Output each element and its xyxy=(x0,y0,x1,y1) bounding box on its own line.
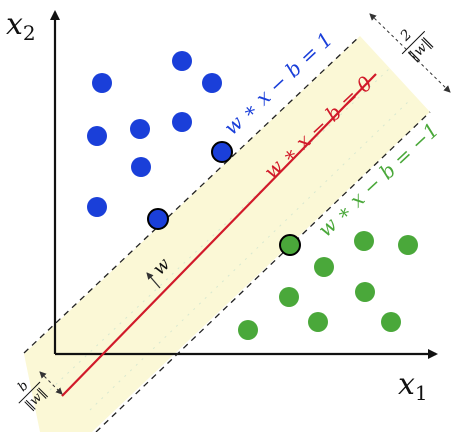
green-point xyxy=(308,312,328,332)
blue-support-vector xyxy=(147,208,169,230)
blue-point xyxy=(87,126,107,146)
decision-boundary-line xyxy=(61,73,377,397)
blue-point xyxy=(87,197,107,217)
svg-text:2: 2 xyxy=(397,27,415,45)
blue-point xyxy=(202,73,222,93)
blue-point xyxy=(130,119,150,139)
x-axis-label: x1 xyxy=(398,367,428,405)
offset-arrow xyxy=(39,371,63,395)
green-class-points xyxy=(238,231,418,340)
green-point xyxy=(314,257,334,277)
lower-margin-line xyxy=(95,111,431,432)
blue-point xyxy=(131,157,151,177)
green-point xyxy=(355,282,375,302)
green-point xyxy=(354,231,374,251)
blue-class-points xyxy=(87,51,233,230)
margin-band xyxy=(24,36,430,432)
margin-width-arrow xyxy=(369,13,451,93)
blue-point xyxy=(172,51,192,71)
normal-vector-arrow xyxy=(146,272,161,289)
green-point xyxy=(238,320,258,340)
green-point xyxy=(381,312,401,332)
green-point xyxy=(279,287,299,307)
green-point xyxy=(398,235,418,255)
blue-support-vector xyxy=(211,141,233,163)
blue-point xyxy=(92,73,112,93)
green-support-vector xyxy=(279,234,301,256)
blue-point xyxy=(172,112,192,132)
y-axis-label: x2 xyxy=(6,7,36,45)
margin-width-label: 2 ‖w‖ xyxy=(397,27,436,65)
